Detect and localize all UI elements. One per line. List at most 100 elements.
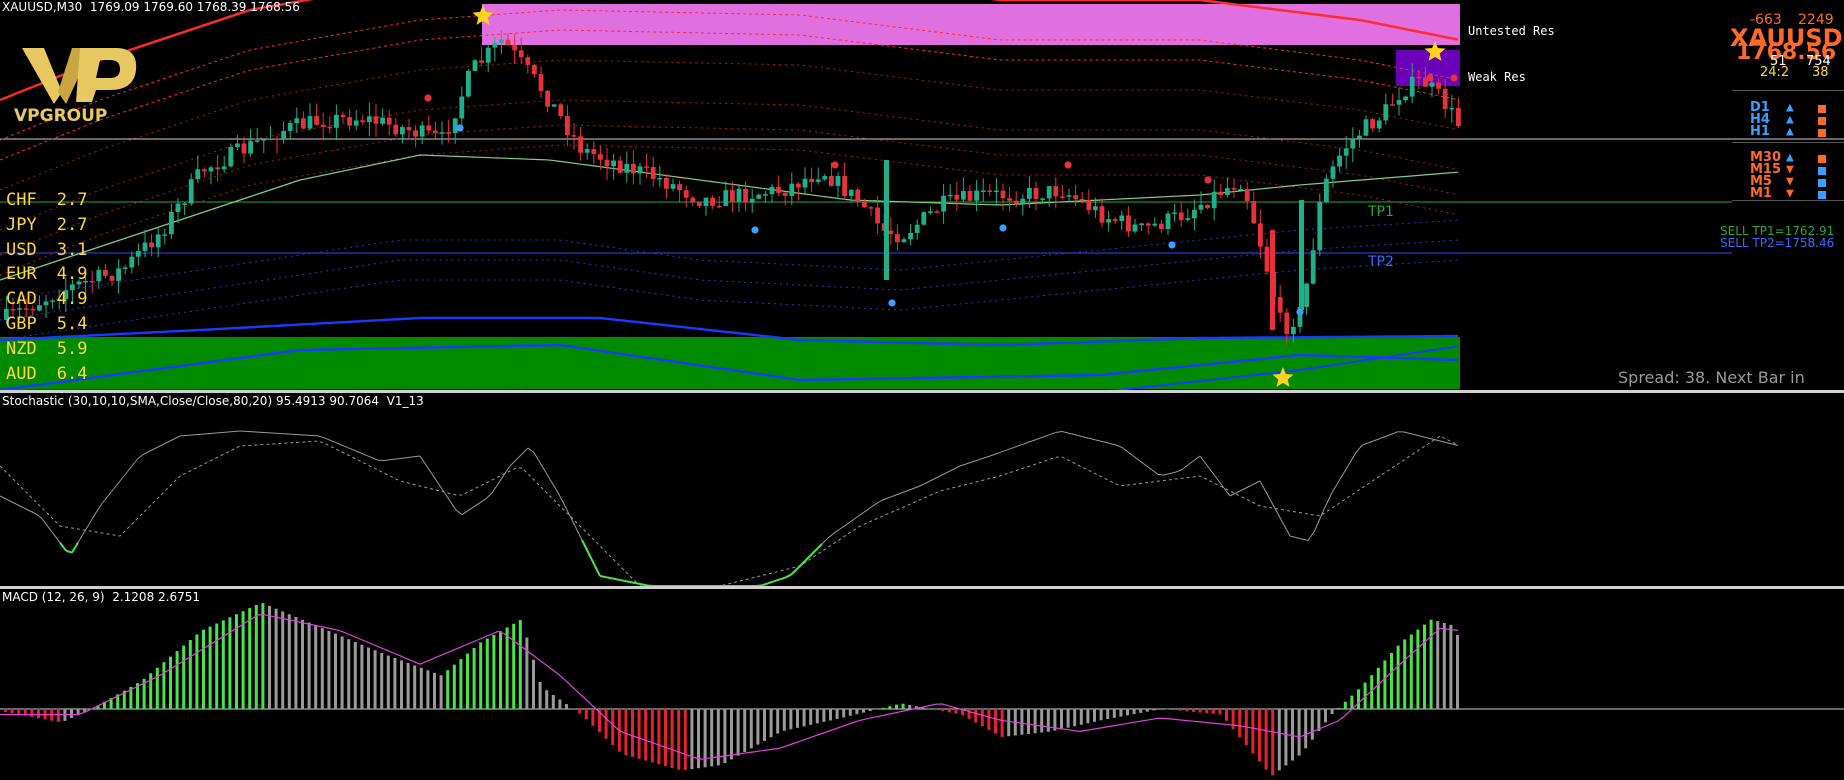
macd-histogram-bar [697, 709, 700, 769]
macd-histogram-bar [1291, 709, 1294, 761]
candle-body [353, 120, 359, 126]
stochastic-pane[interactable]: Stochastic (30,10,10,SMA,Close/Close,80,… [0, 394, 1844, 586]
stochastic-canvas[interactable] [0, 394, 1844, 586]
candle-body [1291, 326, 1296, 335]
stochastic-main-line [569, 515, 577, 529]
trend-square-icon [1818, 117, 1826, 125]
currency-strength-item: AUD 6.4 [6, 364, 87, 384]
candle-body [1258, 223, 1263, 247]
stochastic-main-line [101, 495, 109, 504]
price-chart-canvas[interactable] [0, 0, 1844, 390]
candle-body [433, 130, 438, 134]
candle-body [287, 123, 293, 131]
macd-histogram-bar [736, 709, 740, 756]
macd-pane[interactable]: MACD (12, 26, 9) 2.1208 2.6751 [0, 590, 1844, 780]
candle-body [650, 166, 656, 179]
candle-body [268, 138, 273, 140]
macd-histogram-bar [1337, 707, 1341, 709]
candle-body [155, 234, 161, 248]
stochastic-main-line [365, 454, 373, 459]
stochastic-main-line [857, 511, 865, 517]
candle-body [802, 178, 808, 188]
candle-body [1205, 204, 1210, 209]
macd-histogram-bar [1211, 709, 1215, 714]
candle-body [43, 301, 49, 306]
candle-body [1040, 198, 1045, 200]
macd-histogram-bar [1390, 653, 1393, 709]
signal-dot-icon [1064, 161, 1072, 169]
macd-histogram-bar [525, 637, 529, 709]
macd-histogram-bar [1165, 709, 1169, 710]
candle-body [1270, 230, 1275, 330]
candle-body [307, 116, 313, 129]
macd-histogram-bar [1126, 709, 1129, 716]
stochastic-main-line [389, 458, 397, 461]
stochastic-main-line [827, 532, 835, 539]
candle-body [1033, 188, 1039, 199]
candle-body [1000, 190, 1006, 199]
stochastic-main-line [1247, 483, 1255, 488]
candle-body [1099, 206, 1105, 223]
candle-body [716, 205, 722, 208]
candle-body [347, 117, 352, 126]
timeframe-label: M15 [1750, 162, 1782, 177]
price-chart-pane[interactable]: XAUUSD,M30 1769.09 1769.60 1768.39 1768.… [0, 0, 1844, 390]
stochastic-main-line [995, 451, 1003, 455]
macd-histogram-bar [334, 633, 337, 709]
candle-body [584, 149, 590, 153]
candle-body [730, 190, 735, 202]
candle-body [1330, 166, 1336, 179]
macd-histogram-bar [122, 690, 126, 709]
macd-histogram-bar [30, 709, 34, 717]
macd-histogram-bar [1423, 624, 1426, 709]
macd-histogram-bar [485, 638, 489, 709]
stochastic-main-line [1235, 489, 1243, 494]
weak-res-label: Weak Res [1468, 70, 1526, 84]
strength-value: 3.1 [56, 239, 88, 260]
macd-canvas[interactable] [0, 590, 1844, 780]
chart-header: XAUUSD,M30 1769.09 1769.60 1768.39 1768.… [2, 0, 300, 14]
macd-histogram-bar [17, 709, 21, 715]
macd-histogram-bar [1376, 667, 1380, 709]
candle-body [776, 186, 781, 193]
sell-tp1-text: SELL TP1=1762.91 [1720, 224, 1835, 238]
stochastic-main-line [593, 563, 601, 577]
macd-histogram-bar [188, 640, 192, 709]
candle-body [195, 169, 201, 180]
currency-code: USD [6, 239, 37, 260]
stochastic-main-line [161, 441, 169, 446]
macd-histogram-bar [1383, 660, 1387, 709]
macd-histogram-bar [1403, 639, 1407, 709]
macd-histogram-bar [56, 709, 60, 722]
stochastic-main-line [1385, 433, 1393, 437]
macd-histogram-bar [466, 653, 469, 709]
candle-body [842, 176, 847, 197]
stochastic-main-line [905, 488, 913, 492]
pane-separator[interactable] [0, 390, 1844, 393]
stochastic-main-line [1229, 492, 1237, 497]
candle-body [169, 212, 174, 235]
timeframe-label: H4 [1750, 112, 1770, 127]
macd-histogram-bar [1370, 675, 1374, 709]
macd-histogram-bar [1000, 709, 1004, 737]
upper-inner-band [0, 144, 1459, 276]
candle-body [1350, 138, 1356, 149]
macd-histogram-bar [400, 660, 403, 709]
candle-body [1337, 155, 1342, 167]
stochastic-main-line [479, 498, 487, 504]
stochastic-main-line [521, 447, 529, 455]
macd-histogram-bar [716, 709, 720, 766]
stochastic-main-line [77, 532, 85, 543]
candle-body [182, 203, 187, 205]
stochastic-main-line [515, 453, 523, 461]
star-icon [1424, 41, 1446, 61]
panel-divider [1732, 90, 1844, 91]
currency-strength-item: CHF 2.7 [6, 190, 87, 210]
macd-histogram-bar [162, 662, 166, 709]
candle-body [710, 197, 715, 206]
pane-separator[interactable] [0, 586, 1844, 589]
macd-histogram-bar [136, 683, 139, 709]
stochastic-main-line [317, 435, 325, 439]
candle-body [664, 177, 669, 189]
macd-histogram-bar [301, 619, 304, 709]
